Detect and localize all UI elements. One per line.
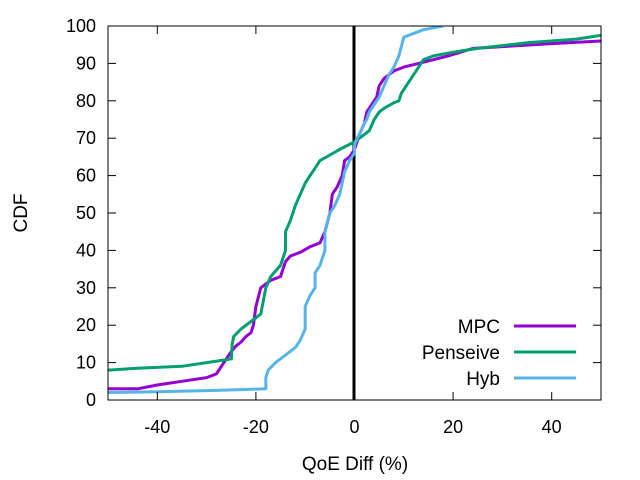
series-line-hyb — [108, 26, 444, 394]
y-tick-label: 100 — [66, 16, 96, 36]
y-tick-label: 20 — [76, 315, 96, 335]
y-tick-label: 0 — [86, 390, 96, 410]
series-line-penseive — [108, 33, 601, 372]
legend: MPC Penseive Hyb — [422, 317, 576, 390]
x-tick-label: 40 — [542, 417, 562, 437]
x-tick-label: 20 — [443, 417, 463, 437]
x-axis-label: QoE Diff (%) — [302, 454, 408, 475]
legend-label-hyb: Hyb — [466, 369, 500, 390]
y-tick-label: 70 — [76, 128, 96, 148]
plot-lines — [108, 26, 601, 400]
y-tick-label: 40 — [76, 240, 96, 260]
axis-tick-labels: -40 -20 0 20 40 0 10 20 30 40 50 60 70 80 90 100 — [66, 16, 562, 437]
y-tick-label: 30 — [76, 278, 96, 298]
y-axis-label: CDF — [11, 193, 32, 232]
x-tick-label: -20 — [243, 417, 269, 437]
y-tick-label: 10 — [76, 353, 96, 373]
axis-ticks — [108, 25, 601, 401]
y-tick-label: 50 — [76, 203, 96, 223]
legend-label-penseive: Penseive — [422, 343, 500, 364]
x-tick-label: -40 — [144, 417, 170, 437]
y-tick-label: 60 — [76, 166, 96, 186]
x-tick-label: 0 — [349, 417, 359, 437]
legend-label-mpc: MPC — [458, 317, 500, 338]
y-tick-label: 90 — [76, 53, 96, 73]
y-tick-label: 80 — [76, 91, 96, 111]
